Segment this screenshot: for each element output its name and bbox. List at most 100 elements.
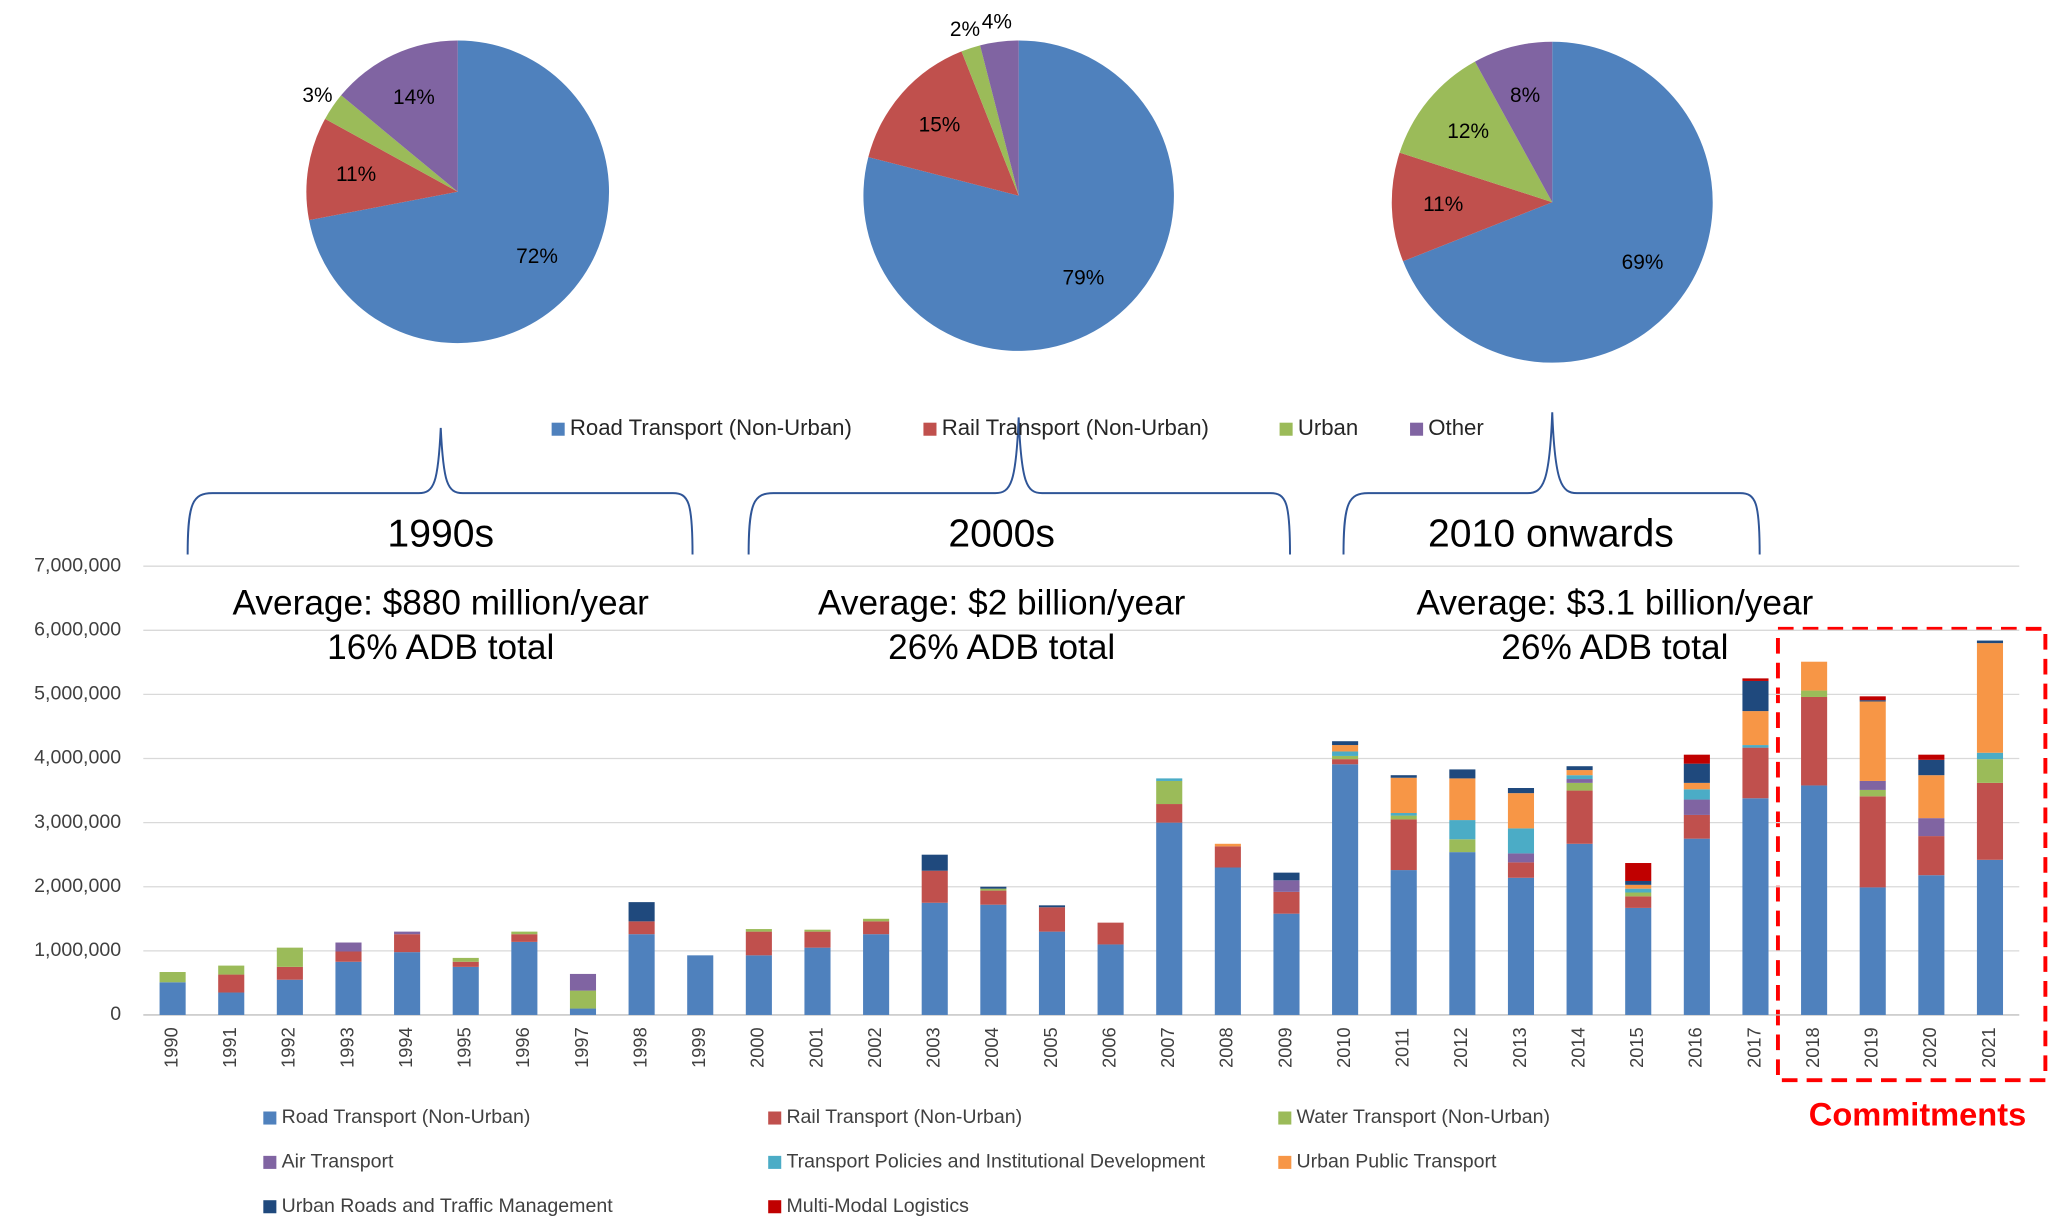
bar-segment [1918, 836, 1945, 876]
legend-swatch [263, 1200, 277, 1214]
bar-segment [1976, 640, 2004, 644]
bar-segment [980, 888, 1007, 891]
pie-slice [1391, 152, 1553, 262]
bar-segment [1625, 896, 1652, 908]
x-tick-label: 2001 [805, 1027, 826, 1068]
y-tick-label: 5,000,000 [34, 683, 121, 705]
bar-segment [1566, 775, 1593, 780]
x-tick-label: 2013 [1509, 1027, 1530, 1068]
pie-label: 11% [1423, 193, 1463, 216]
bar-segment [1742, 798, 1769, 1015]
bar-segment [863, 921, 890, 935]
bar-segment [1097, 922, 1124, 945]
bar-segment [1918, 759, 1945, 776]
bar-segment [569, 1008, 597, 1015]
bar-segment [1332, 751, 1359, 756]
bar-segment [687, 955, 714, 1015]
x-tick-label: 2010 [1333, 1027, 1354, 1068]
bar-segment [1801, 690, 1828, 697]
bar-segment [1683, 814, 1710, 839]
y-tick-label: 7,000,000 [34, 554, 121, 576]
bar-segment [1742, 680, 1769, 712]
bar-segment [1859, 887, 1886, 1015]
bar-segment [335, 951, 362, 962]
legend-swatch [1279, 422, 1293, 436]
legend-swatch [263, 1111, 277, 1125]
bar-segment [1625, 863, 1652, 881]
x-tick-label: 2021 [1978, 1027, 1999, 1068]
bar-segment [218, 974, 245, 993]
legend-label: Water Transport (Non-Urban) [1297, 1106, 1550, 1128]
bar-segment [1801, 696, 1828, 786]
bar-segment [863, 934, 890, 1015]
bar-segment [1683, 782, 1710, 790]
legend-swatch [263, 1155, 277, 1169]
bar-segment [1742, 678, 1769, 681]
bar-segment [1859, 700, 1886, 702]
legend-swatch [923, 422, 937, 436]
bar-segment [1566, 782, 1593, 791]
bar-segment [1976, 752, 2004, 760]
bar-segment [1156, 804, 1183, 823]
bar-segment [1801, 661, 1828, 691]
bar-segment [452, 961, 479, 967]
bar-segment [1918, 754, 1945, 760]
x-tick-label: 2017 [1743, 1027, 1764, 1068]
bar-segment [1097, 944, 1124, 1015]
legend-label: Rail Transport (Non-Urban) [942, 415, 1209, 440]
bar-segment [628, 921, 655, 935]
bar-segment [394, 952, 421, 1015]
x-tick-label: 2006 [1098, 1027, 1119, 1068]
pie-label: 72% [516, 245, 558, 268]
pie-slice [1399, 61, 1553, 203]
x-tick-label: 1999 [688, 1027, 709, 1068]
bar-segment [1273, 880, 1300, 892]
pie-label: 14% [393, 86, 435, 109]
commitments-label: Commitments [1809, 1095, 2026, 1132]
bar-segment [1332, 755, 1359, 760]
pie-slice [863, 40, 1174, 351]
bar-segment [511, 934, 538, 942]
bar-segment [1156, 822, 1183, 1015]
x-tick-label: 2018 [1802, 1027, 1823, 1068]
bar-segment [569, 990, 597, 1009]
bar-segment [276, 947, 303, 967]
y-tick-label: 0 [110, 1003, 121, 1025]
legend-swatch [1278, 1155, 1292, 1169]
bar-segment [1156, 778, 1183, 781]
legend-swatch [768, 1200, 782, 1214]
bar-segment [218, 965, 245, 975]
pie-slice [961, 45, 1019, 196]
bar-segment [1507, 853, 1535, 863]
pie-slice [1403, 41, 1713, 363]
x-tick-label: 2020 [1919, 1027, 1940, 1068]
bracket [186, 427, 694, 555]
bar-segment [1918, 875, 1945, 1015]
bar-segment [980, 904, 1007, 1015]
x-tick-label: 2014 [1567, 1027, 1588, 1068]
bar-segment [1449, 839, 1476, 853]
bar-segment [1566, 790, 1593, 844]
x-tick-label: 1997 [571, 1027, 592, 1068]
bar-segment [1683, 799, 1710, 815]
x-tick-label: 1991 [219, 1027, 240, 1068]
bar-segment [218, 992, 245, 1015]
bar-segment [335, 942, 362, 952]
bar-segment [1683, 838, 1710, 1015]
bar-segment [1625, 884, 1652, 889]
period-share: 26% ADB total [1501, 628, 1728, 667]
bar-segment [1566, 779, 1593, 783]
x-tick-label: 1996 [512, 1027, 533, 1068]
bar-segment [1390, 819, 1417, 871]
pie-slice [868, 51, 1019, 196]
x-tick-label: 1990 [160, 1027, 181, 1068]
bar-segment [1214, 843, 1241, 847]
legend-label: Rail Transport (Non-Urban) [786, 1106, 1022, 1128]
bar-segment [1801, 785, 1828, 1015]
bar-segment [1683, 754, 1710, 764]
bar-segment [511, 941, 538, 1015]
pie-label: 12% [1447, 120, 1489, 143]
legend-swatch [768, 1155, 782, 1169]
bar-segment [452, 957, 479, 962]
